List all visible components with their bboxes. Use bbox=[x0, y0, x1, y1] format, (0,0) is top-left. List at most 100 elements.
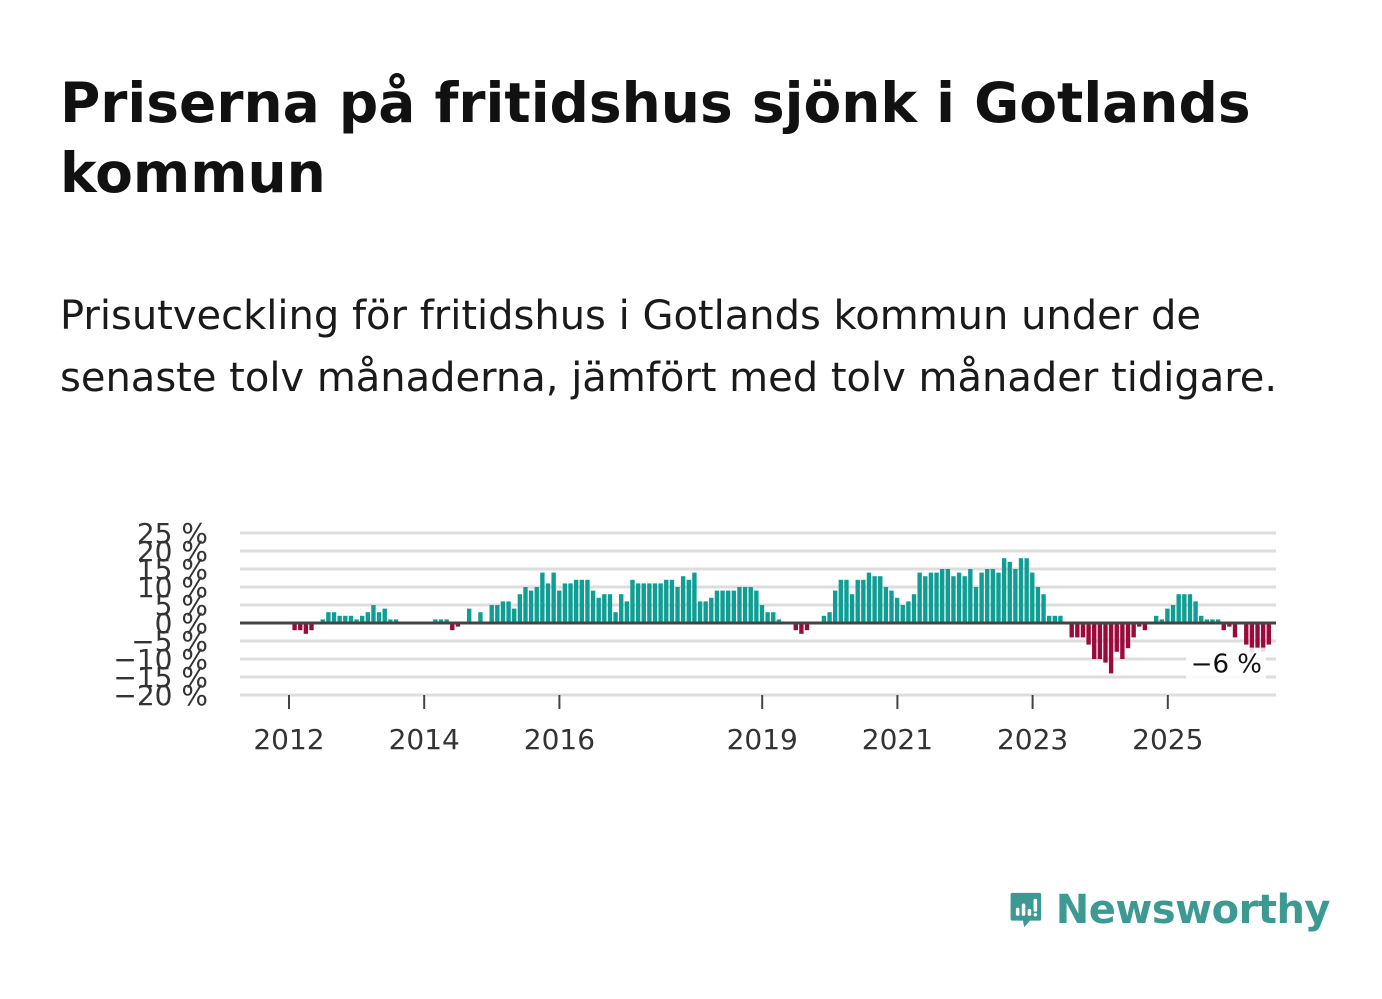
bar bbox=[911, 594, 917, 623]
bar bbox=[579, 579, 584, 623]
x-tick-label: 2023 bbox=[997, 723, 1068, 756]
axes: −20 %−15 %−10 %−5 %0 %5 %10 %15 %20 %25 … bbox=[113, 517, 1276, 756]
bar bbox=[889, 590, 894, 623]
bar bbox=[534, 587, 539, 623]
bar bbox=[1001, 558, 1007, 623]
bar bbox=[568, 583, 573, 623]
x-tick-label: 2014 bbox=[389, 723, 460, 756]
bar bbox=[1170, 605, 1176, 623]
bar bbox=[1041, 594, 1046, 623]
price-change-bar-chart: −20 %−15 %−10 %−5 %0 %5 %10 %15 %20 %25 … bbox=[113, 517, 1276, 756]
bar bbox=[855, 579, 860, 623]
bar bbox=[1210, 619, 1215, 623]
bar bbox=[517, 594, 523, 623]
x-tick-label: 2016 bbox=[524, 723, 595, 756]
bar bbox=[303, 623, 309, 634]
bar bbox=[652, 583, 658, 623]
bar bbox=[1097, 623, 1103, 659]
bar bbox=[928, 572, 934, 623]
bar bbox=[1013, 569, 1018, 623]
bar bbox=[359, 615, 365, 623]
bar bbox=[545, 583, 551, 623]
bar bbox=[804, 623, 810, 631]
bar bbox=[962, 576, 967, 623]
page-title: Priserna på fritidshus sjönk i Gotlands … bbox=[60, 71, 1251, 205]
bar bbox=[754, 590, 759, 623]
bar bbox=[697, 601, 703, 623]
bar bbox=[878, 576, 883, 623]
bar bbox=[438, 619, 444, 623]
bar bbox=[1244, 623, 1249, 645]
bar bbox=[776, 619, 782, 623]
bar bbox=[821, 615, 827, 623]
bar bbox=[635, 583, 641, 623]
bar bbox=[973, 587, 979, 623]
bar bbox=[365, 612, 371, 623]
bar bbox=[354, 619, 359, 623]
y-tick-label: 10 % bbox=[137, 571, 208, 604]
bar bbox=[1221, 623, 1226, 631]
bar bbox=[647, 583, 652, 623]
bar bbox=[956, 572, 962, 623]
bar bbox=[872, 576, 877, 623]
newsworthy-bar-chart-icon bbox=[1010, 892, 1042, 928]
bar bbox=[827, 612, 832, 623]
end-label-background bbox=[1186, 647, 1266, 682]
bar bbox=[720, 590, 725, 623]
bar bbox=[1255, 623, 1260, 649]
bar bbox=[348, 615, 354, 623]
bar bbox=[343, 615, 348, 623]
bar bbox=[619, 594, 624, 623]
bar bbox=[1080, 623, 1086, 638]
bar bbox=[455, 623, 461, 627]
bar bbox=[883, 587, 889, 623]
bar bbox=[1232, 623, 1238, 638]
bar bbox=[551, 572, 556, 623]
bar bbox=[799, 623, 804, 634]
bar bbox=[1182, 594, 1187, 623]
bar bbox=[641, 583, 646, 623]
bar bbox=[703, 601, 708, 623]
bar bbox=[466, 608, 472, 623]
bar bbox=[573, 579, 579, 623]
bar bbox=[1103, 623, 1108, 663]
bar bbox=[478, 612, 483, 623]
bar bbox=[675, 587, 680, 623]
bar bbox=[1266, 623, 1271, 645]
bar bbox=[1052, 615, 1057, 623]
x-tick-label: 2019 bbox=[727, 723, 798, 756]
bar bbox=[979, 572, 984, 623]
brand-name: Newsworthy bbox=[1055, 887, 1331, 933]
bar bbox=[658, 583, 663, 623]
bar bbox=[990, 569, 996, 623]
bar bbox=[939, 569, 945, 623]
bar bbox=[495, 605, 500, 623]
x-tick-label: 2012 bbox=[253, 723, 324, 756]
bar bbox=[624, 601, 630, 623]
bar bbox=[1249, 623, 1255, 652]
y-tick-label: −10 % bbox=[113, 643, 208, 676]
bar bbox=[1159, 619, 1164, 623]
bar bbox=[765, 612, 770, 623]
bar bbox=[444, 619, 449, 623]
bar bbox=[298, 623, 303, 631]
bar bbox=[1114, 623, 1119, 652]
bar bbox=[1092, 623, 1097, 659]
bar bbox=[1193, 601, 1198, 623]
bar bbox=[1137, 623, 1142, 627]
bar bbox=[793, 623, 798, 631]
bar bbox=[590, 590, 596, 623]
bar bbox=[833, 590, 838, 623]
bar bbox=[771, 612, 776, 623]
bar bbox=[1035, 587, 1041, 623]
bar bbox=[838, 579, 844, 623]
end-value-label: −6 % bbox=[1191, 650, 1262, 680]
bar bbox=[1176, 594, 1181, 623]
y-tick-label: 5 % bbox=[155, 589, 208, 622]
bar bbox=[934, 572, 939, 623]
y-tick-label: 20 % bbox=[137, 535, 208, 568]
bar bbox=[562, 583, 568, 623]
bar bbox=[506, 601, 511, 623]
bar bbox=[1075, 623, 1080, 638]
bar bbox=[714, 590, 720, 623]
